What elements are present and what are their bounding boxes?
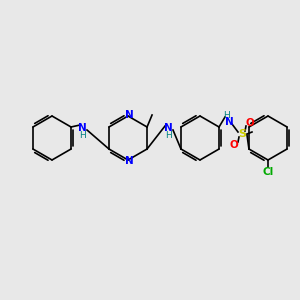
- Text: H: H: [224, 110, 230, 119]
- Text: H: H: [79, 131, 86, 140]
- Text: N: N: [78, 123, 86, 133]
- Text: S: S: [238, 129, 246, 139]
- Text: Cl: Cl: [262, 167, 274, 177]
- Text: N: N: [124, 110, 134, 120]
- Text: N: N: [164, 123, 172, 133]
- Text: N: N: [124, 156, 134, 166]
- Text: O: O: [246, 118, 254, 128]
- Text: H: H: [165, 131, 171, 140]
- Text: N: N: [225, 117, 233, 127]
- Text: O: O: [230, 140, 238, 150]
